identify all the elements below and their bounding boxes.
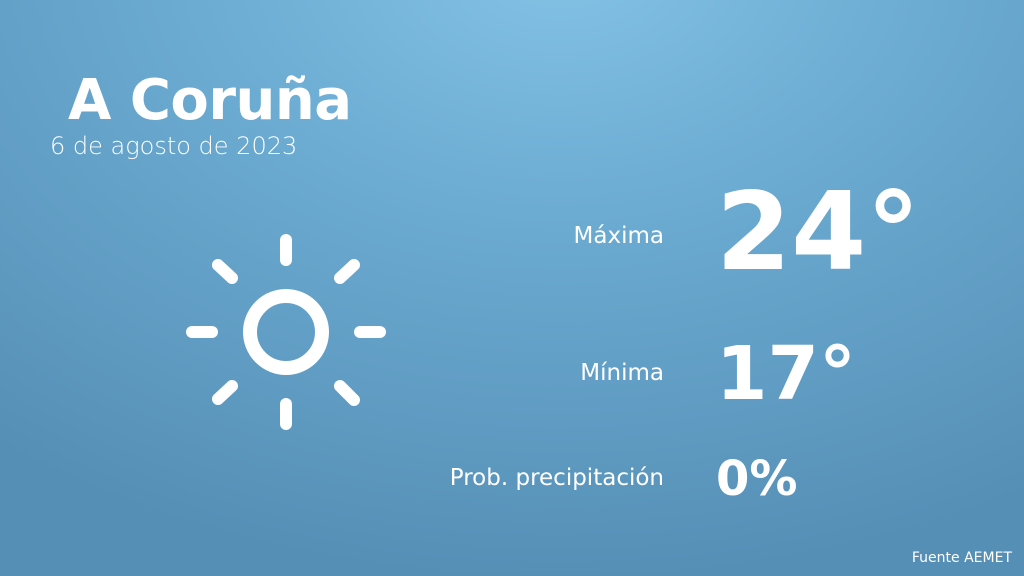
min-temp-label: Mínima (580, 360, 664, 386)
city-title: A Coruña (68, 68, 352, 133)
precip-value: 0% (716, 451, 798, 507)
forecast-date: 6 de agosto de 2023 (50, 132, 298, 160)
min-temp-value: 17° (716, 331, 856, 417)
sun-icon (186, 234, 386, 430)
source-credit: Fuente AEMET (911, 550, 1012, 566)
max-temp-value: 24° (716, 170, 921, 295)
max-temp-label: Máxima (573, 223, 664, 249)
precip-label: Prob. precipitación (449, 465, 664, 491)
